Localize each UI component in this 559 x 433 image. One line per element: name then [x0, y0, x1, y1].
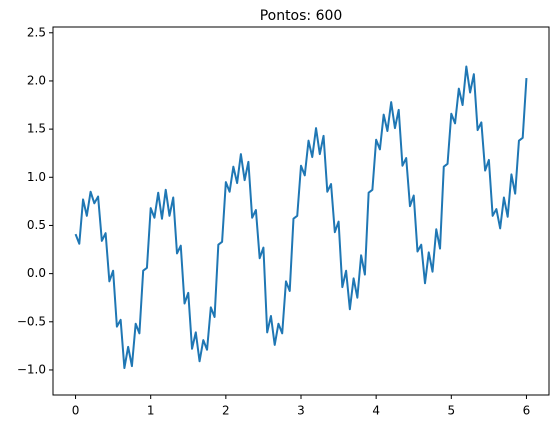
y-tick-label: 1.0: [27, 170, 46, 184]
x-tick-label: 3: [297, 404, 305, 418]
y-tick-label: −1.0: [17, 362, 46, 376]
chart-title: Pontos: 600: [260, 8, 343, 24]
y-tick-label: 0.5: [27, 218, 46, 232]
y-tick-label: 2.5: [27, 25, 46, 39]
y-tick-label: −0.5: [17, 314, 46, 328]
y-tick-label: 1.5: [27, 122, 46, 136]
x-tick-label: 6: [523, 404, 531, 418]
line-series: [74, 65, 528, 370]
x-tick-label: 2: [222, 404, 230, 418]
x-tick-label: 1: [147, 404, 155, 418]
y-tick-label: 2.0: [27, 73, 46, 87]
x-tick-label: 4: [372, 404, 380, 418]
x-tick-label: 5: [447, 404, 455, 418]
x-tick-label: 0: [72, 404, 80, 418]
y-tick-label: 0.0: [27, 266, 46, 280]
